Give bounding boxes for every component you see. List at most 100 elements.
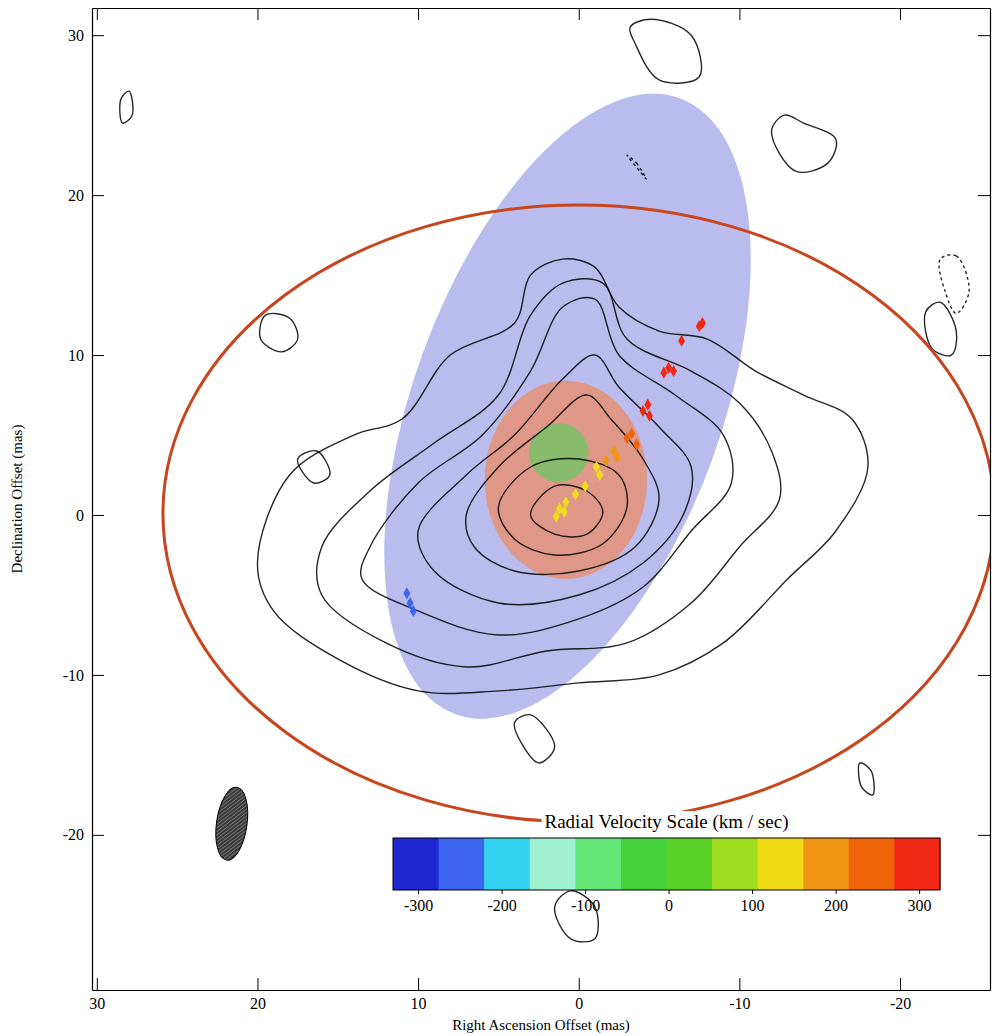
tick-mark <box>978 355 990 356</box>
maser-spot <box>670 365 677 377</box>
tick-mark <box>900 978 901 990</box>
tick-mark <box>978 675 990 676</box>
colorbar-frame <box>393 838 940 890</box>
colorbar-bin <box>803 838 849 890</box>
maser-spot <box>562 496 569 508</box>
tick-mark <box>257 8 258 20</box>
tick-label: 300 <box>908 897 932 914</box>
tick-label: 0 <box>665 897 673 914</box>
maser-spot <box>403 587 410 599</box>
tick-mark <box>92 355 104 356</box>
tick-mark <box>579 978 580 990</box>
tick-mark <box>92 835 104 836</box>
axis-line <box>93 8 991 9</box>
tick: -100 <box>571 890 600 914</box>
contour <box>361 297 733 635</box>
tick: 300 <box>908 890 932 914</box>
tick-label: 200 <box>824 897 848 914</box>
tick-mark <box>92 35 104 36</box>
tick-mark <box>418 978 419 990</box>
colorbar-bin <box>621 838 667 890</box>
colorbar-bin <box>849 838 895 890</box>
maser-spot <box>582 480 589 492</box>
maser-spot <box>660 367 667 379</box>
contour <box>630 19 702 83</box>
colorbar-bin <box>393 838 439 890</box>
tick-label: -20 <box>63 826 84 843</box>
tick: 20 <box>68 187 104 204</box>
tick-mark <box>257 978 258 990</box>
tick: -10 <box>63 667 104 684</box>
plot-area <box>120 19 990 942</box>
contour <box>531 485 603 537</box>
tick-label: -20 <box>890 995 911 1012</box>
maser-spot <box>633 439 640 451</box>
tick-mark <box>978 835 990 836</box>
tick-mark <box>97 8 98 20</box>
tick-mark <box>978 35 990 36</box>
tick-label: -300 <box>404 897 433 914</box>
y-axis-title: Declination Offset (mas) <box>9 425 26 574</box>
colorbar-bin <box>667 838 713 890</box>
maser-spot <box>572 488 579 500</box>
colorbar-bin <box>758 838 804 890</box>
maser-spot <box>623 432 630 444</box>
tick: -20 <box>890 978 911 1012</box>
label-background <box>542 811 792 833</box>
axis-line <box>394 890 941 891</box>
chart: 3020100-10-20-20-100102030Right Ascensio… <box>0 0 997 1036</box>
axis: -20-100102030 <box>63 9 104 991</box>
tick-mark <box>92 675 104 676</box>
tick-label: 30 <box>68 27 84 44</box>
tick-label: -200 <box>487 897 516 914</box>
contour <box>297 451 330 484</box>
tick: -10 <box>729 978 750 1012</box>
tick <box>97 8 98 20</box>
x-axis-title: Right Ascension Offset (mas) <box>452 1017 630 1034</box>
tick-label: 0 <box>575 995 583 1012</box>
tick: 200 <box>824 890 848 914</box>
tick-label: 20 <box>250 995 266 1012</box>
tick-mark <box>739 8 740 20</box>
colorbar-bin <box>439 838 485 890</box>
contour <box>939 255 969 314</box>
tick-mark <box>978 515 990 516</box>
tick <box>978 515 990 516</box>
tick-label: 100 <box>741 897 765 914</box>
tick: 100 <box>741 890 765 914</box>
tick-mark <box>836 890 837 894</box>
tick: 0 <box>665 890 673 914</box>
maser-spot <box>561 506 568 518</box>
contour <box>260 313 298 351</box>
tick-label: -10 <box>63 667 84 684</box>
beam <box>212 785 252 862</box>
tick-mark <box>752 890 753 894</box>
tick <box>900 8 901 20</box>
tick-mark <box>739 978 740 990</box>
tick: -300 <box>404 890 433 914</box>
maser-spot <box>640 405 647 417</box>
axis: 30 20 10 0 -10 -20 <box>89 978 990 1012</box>
contour <box>498 458 627 555</box>
tick-label: 10 <box>68 347 84 364</box>
tick: 10 <box>68 347 104 364</box>
tick-label: 10 <box>411 995 427 1012</box>
tick <box>978 675 990 676</box>
tick-mark <box>92 195 104 196</box>
tick <box>978 35 990 36</box>
colorbar-bin <box>575 838 621 890</box>
tick: 30 <box>89 978 105 1012</box>
tick <box>257 8 258 20</box>
axis-line <box>92 9 93 991</box>
axis: -300 -200 -100 0 100 200 300 <box>394 890 941 914</box>
colorbar-bin <box>712 838 758 890</box>
tick: 30 <box>68 27 104 44</box>
tick <box>579 8 580 20</box>
tick-mark <box>579 8 580 20</box>
region-outline <box>163 205 990 822</box>
maser-spot <box>410 605 417 617</box>
maser-spot <box>603 455 610 467</box>
tick-label: 20 <box>68 187 84 204</box>
tick-mark <box>97 978 98 990</box>
tick-mark <box>418 890 419 894</box>
